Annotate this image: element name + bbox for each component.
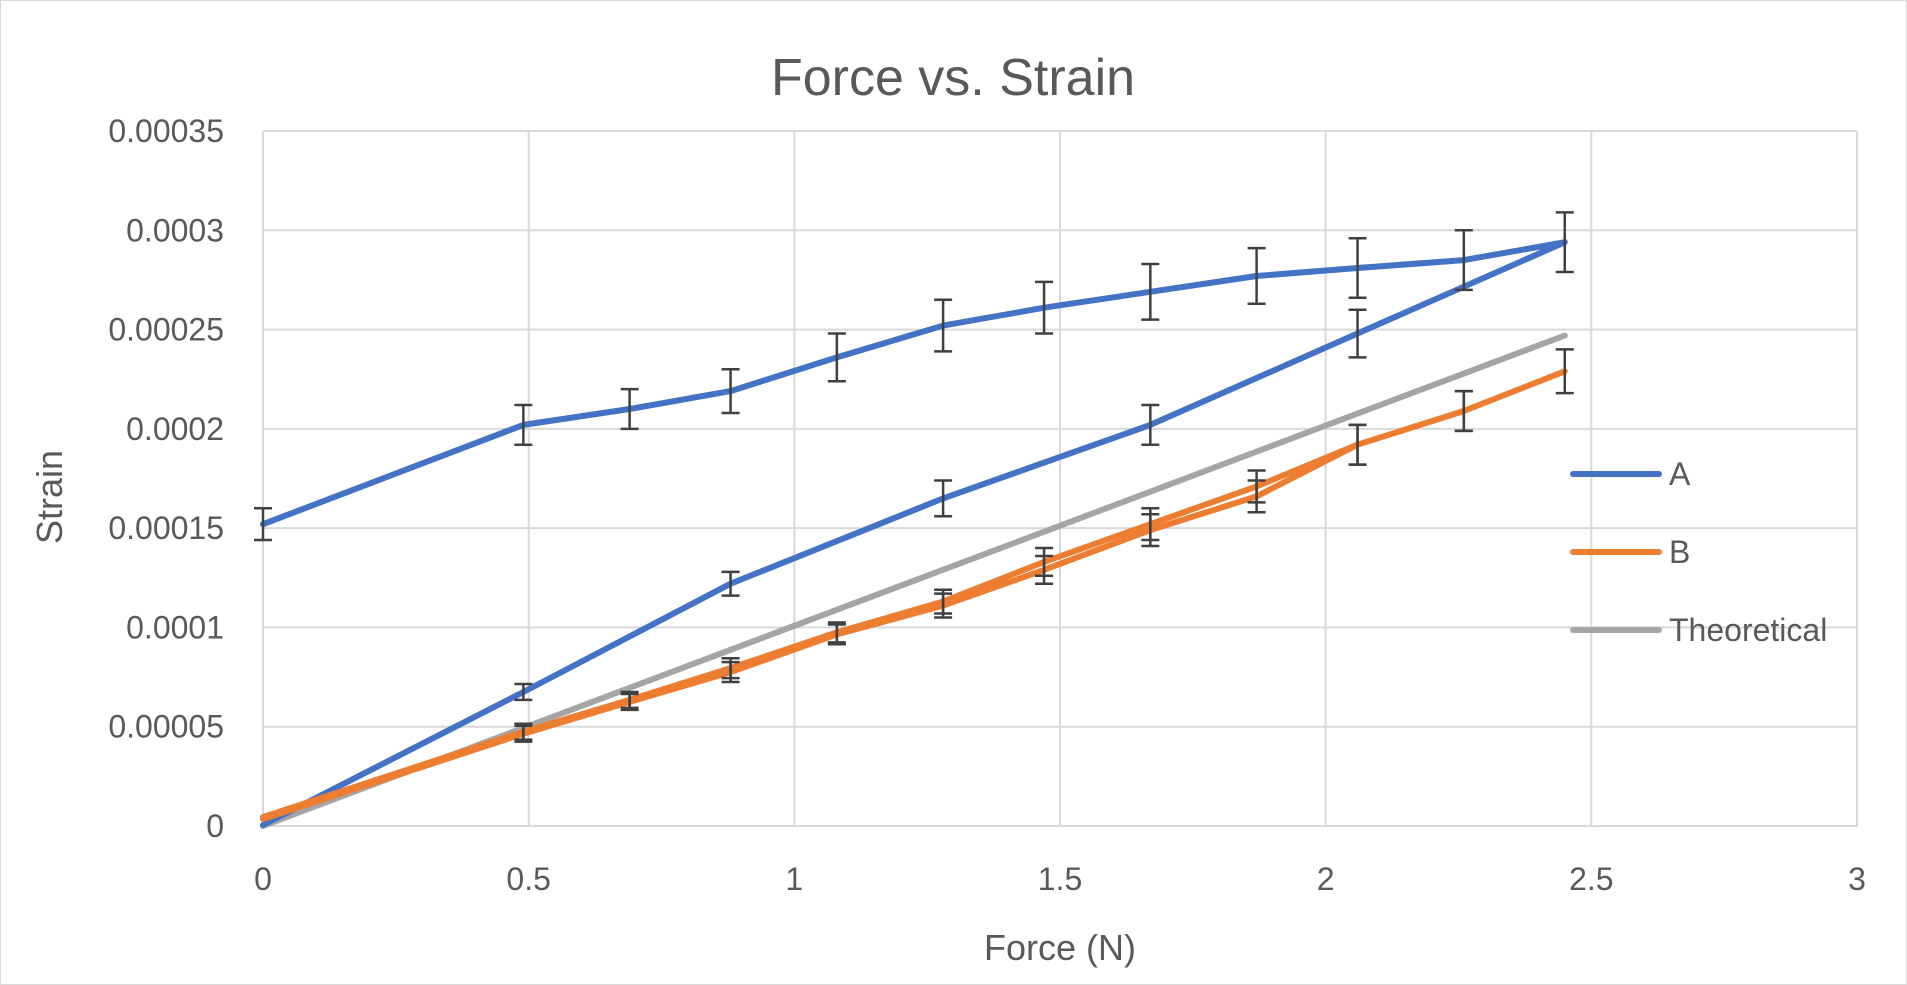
legend-item-theoretical: Theoretical — [1570, 612, 1827, 648]
error-bar — [620, 387, 639, 431]
error-bar — [1348, 236, 1367, 300]
error-bar — [514, 682, 533, 702]
error-bar — [254, 507, 272, 542]
error-bar — [1555, 211, 1574, 274]
chart-title: Force vs. Strain — [771, 49, 1135, 107]
y-axis-tick-labels: 0 0.00005 0.0001 0.00015 0.0002 0.00025 0.0003… — [108, 113, 224, 844]
error-bar — [1348, 308, 1367, 359]
y-tick-label: 0.00015 — [108, 510, 224, 546]
error-bar — [721, 570, 740, 597]
x-tick-label: 3 — [1848, 861, 1866, 897]
error-bar — [1141, 403, 1160, 446]
error-bar — [827, 332, 846, 383]
legend-label: B — [1669, 534, 1690, 570]
x-tick-label: 1 — [785, 861, 803, 897]
error-bar — [934, 592, 953, 619]
y-tick-label: 0.0002 — [126, 411, 224, 447]
x-axis-title: Force (N) — [984, 927, 1136, 968]
gridlines — [262, 130, 1858, 827]
error-bar — [934, 298, 953, 353]
error-bar — [1348, 423, 1367, 466]
legend-item-b: B — [1570, 534, 1690, 570]
x-tick-label: 0 — [254, 861, 272, 897]
x-tick-label: 2.5 — [1569, 861, 1613, 897]
error-bar — [514, 403, 533, 446]
error-bar — [1247, 246, 1266, 306]
error-bar — [721, 368, 740, 415]
error-bars — [254, 211, 1574, 743]
error-bar — [721, 660, 740, 684]
series-line-a — [260, 239, 1568, 828]
y-tick-label: 0.0003 — [126, 212, 224, 248]
legend-item-a: A — [1570, 456, 1691, 492]
error-bar — [1247, 479, 1266, 514]
error-bar — [1555, 348, 1574, 395]
y-tick-label: 0.00025 — [108, 312, 224, 348]
error-bar — [1035, 554, 1054, 585]
y-tick-label: 0.00005 — [108, 709, 224, 745]
x-tick-label: 2 — [1317, 861, 1335, 897]
error-bar — [1141, 262, 1160, 321]
legend: A B Theoretical — [1570, 456, 1827, 648]
y-axis-title: Strain — [29, 450, 70, 544]
error-bar — [827, 623, 846, 646]
error-bar — [1454, 229, 1473, 292]
x-axis-tick-labels: 0 0.5 1 1.5 2 2.5 3 — [254, 861, 1866, 897]
legend-label: A — [1669, 456, 1691, 492]
x-tick-label: 1.5 — [1038, 861, 1082, 897]
error-bar — [1141, 512, 1160, 548]
y-tick-label: 0 — [206, 808, 224, 844]
error-bar — [514, 724, 533, 743]
y-tick-label: 0.00035 — [108, 113, 224, 149]
error-bar — [620, 692, 639, 712]
y-tick-label: 0.0001 — [126, 609, 224, 645]
legend-label: Theoretical — [1669, 612, 1827, 648]
error-bar — [1035, 280, 1054, 335]
error-bar — [934, 479, 953, 518]
x-tick-label: 0.5 — [506, 861, 550, 897]
error-bar — [1454, 389, 1473, 433]
series-line-b — [260, 368, 1568, 822]
